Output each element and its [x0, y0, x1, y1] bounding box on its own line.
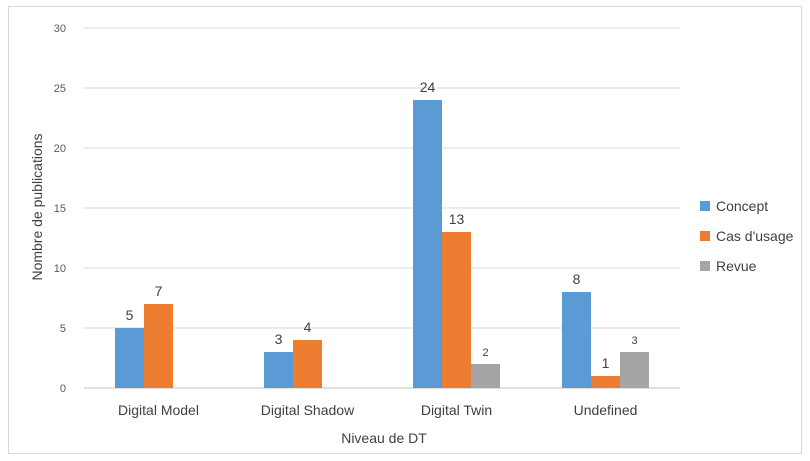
- bar-revue: [471, 364, 500, 388]
- y-tick-label: 10: [54, 263, 66, 275]
- data-label: 3: [275, 331, 283, 347]
- y-tick-label: 25: [54, 83, 66, 95]
- data-label: 5: [126, 307, 134, 323]
- y-tick-label: 20: [54, 143, 66, 155]
- y-axis-title: Nombre de publications: [29, 133, 45, 280]
- legend-swatch-revue: [700, 261, 710, 271]
- bar-cas-usage: [144, 304, 173, 388]
- y-tick-label: 30: [54, 23, 66, 35]
- data-label: 3: [631, 335, 637, 347]
- y-tick-labels: 0 5 10 15 20 25 30: [54, 23, 66, 395]
- x-category-label: Digital Twin: [421, 402, 492, 418]
- legend-swatch-cas-usage: [700, 231, 710, 241]
- data-label: 2: [482, 347, 488, 359]
- x-axis-title: Niveau de DT: [341, 430, 427, 446]
- bar-concept: [413, 100, 442, 388]
- bar-concept: [562, 292, 591, 388]
- data-label: 13: [449, 211, 465, 227]
- bar-cas-usage: [442, 232, 471, 388]
- y-tick-label: 15: [54, 203, 66, 215]
- data-label: 24: [420, 79, 436, 95]
- legend-label-cas-usage: Cas d'usage: [716, 228, 794, 244]
- data-label: 4: [304, 319, 312, 335]
- x-category-labels: Digital Model Digital Shadow Digital Twin U…: [118, 402, 637, 418]
- x-category-label: Digital Shadow: [261, 402, 355, 418]
- legend-label-revue: Revue: [716, 258, 757, 274]
- bar-concept: [264, 352, 293, 388]
- data-label: 8: [573, 271, 581, 287]
- bar-revue: [620, 352, 649, 388]
- bar-cas-usage: [591, 376, 620, 388]
- y-tick-label: 0: [60, 383, 66, 395]
- bars: [115, 100, 649, 388]
- bar-cas-usage: [293, 340, 322, 388]
- x-category-label: Digital Model: [118, 402, 199, 418]
- data-label: 1: [602, 355, 610, 371]
- legend-label-concept: Concept: [716, 198, 768, 214]
- data-label: 7: [155, 283, 163, 299]
- legend-swatch-concept: [700, 201, 710, 211]
- legend: Concept Cas d'usage Revue: [700, 198, 794, 274]
- y-tick-label: 5: [60, 323, 66, 335]
- bar-concept: [115, 328, 144, 388]
- x-category-label: Undefined: [574, 402, 638, 418]
